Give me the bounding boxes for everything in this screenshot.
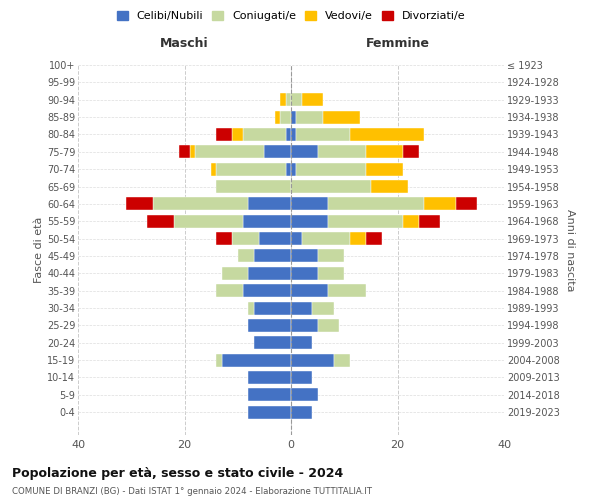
Bar [248,406,291,418]
Bar [248,319,291,332]
Y-axis label: Fasce di età: Fasce di età [34,217,44,283]
Bar [238,250,254,262]
Bar [248,267,291,280]
Bar [291,232,302,245]
Bar [365,162,403,175]
Legend: Celibi/Nubili, Coniugati/e, Vedovi/e, Divorziati/e: Celibi/Nubili, Coniugati/e, Vedovi/e, Di… [116,12,466,22]
Bar [302,93,323,106]
Bar [350,128,424,141]
Bar [403,146,419,158]
Bar [291,406,313,418]
Bar [291,128,296,141]
Text: Maschi: Maschi [160,37,209,50]
Bar [174,214,243,228]
Bar [291,371,313,384]
Bar [259,232,291,245]
Bar [217,354,222,366]
Bar [275,110,280,124]
Bar [248,302,254,314]
Bar [217,180,291,193]
Bar [211,162,217,175]
Bar [296,162,365,175]
Bar [313,302,334,314]
Bar [248,388,291,402]
Bar [217,128,232,141]
Bar [350,232,365,245]
Bar [302,232,350,245]
Bar [296,110,323,124]
Bar [217,162,286,175]
Bar [217,284,243,297]
Bar [291,162,296,175]
Bar [286,128,291,141]
Bar [254,336,291,349]
Bar [243,284,291,297]
Bar [291,284,328,297]
Text: COMUNE DI BRANZI (BG) - Dati ISTAT 1° gennaio 2024 - Elaborazione TUTTITALIA.IT: COMUNE DI BRANZI (BG) - Dati ISTAT 1° ge… [12,488,372,496]
Bar [424,198,456,210]
Bar [126,198,152,210]
Bar [291,319,317,332]
Bar [371,180,408,193]
Bar [291,388,317,402]
Bar [291,214,328,228]
Bar [232,128,243,141]
Bar [286,162,291,175]
Bar [152,198,248,210]
Bar [254,250,291,262]
Bar [286,93,291,106]
Bar [419,214,440,228]
Bar [291,267,317,280]
Bar [291,354,334,366]
Bar [195,146,265,158]
Bar [190,146,195,158]
Bar [291,250,317,262]
Bar [328,198,424,210]
Bar [243,214,291,228]
Text: Femmine: Femmine [365,37,430,50]
Bar [291,110,296,124]
Bar [317,319,339,332]
Bar [248,198,291,210]
Bar [328,284,365,297]
Bar [317,146,365,158]
Bar [456,198,478,210]
Bar [243,128,286,141]
Bar [291,336,313,349]
Bar [222,354,291,366]
Bar [365,146,403,158]
Bar [323,110,360,124]
Bar [317,267,344,280]
Bar [291,93,302,106]
Bar [254,302,291,314]
Bar [232,232,259,245]
Bar [179,146,190,158]
Bar [317,250,344,262]
Bar [147,214,174,228]
Bar [280,110,291,124]
Bar [217,232,232,245]
Bar [291,146,317,158]
Bar [248,371,291,384]
Bar [291,180,371,193]
Bar [334,354,350,366]
Bar [365,232,382,245]
Bar [222,267,248,280]
Bar [265,146,291,158]
Bar [296,128,350,141]
Bar [280,93,286,106]
Bar [291,198,328,210]
Y-axis label: Anni di nascita: Anni di nascita [565,209,575,291]
Bar [328,214,403,228]
Bar [291,302,313,314]
Bar [403,214,419,228]
Text: Popolazione per età, sesso e stato civile - 2024: Popolazione per età, sesso e stato civil… [12,468,343,480]
